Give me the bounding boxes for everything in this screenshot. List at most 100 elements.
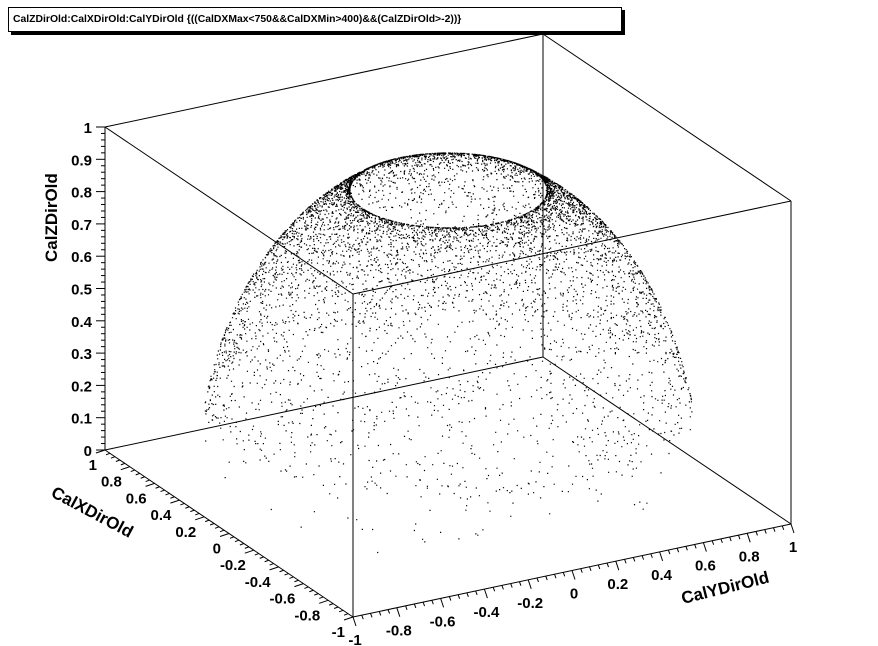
y-tick [440,598,445,608]
z-tick-label: 0.9 [71,152,92,169]
y-minor-tick [764,529,767,534]
x-tick-label: 0.6 [126,490,147,507]
box-edge [104,33,544,128]
box-edge [542,33,792,202]
x-minor-tick [219,529,225,533]
y-minor-tick [422,601,426,607]
z-tick-label: 0.8 [71,185,92,202]
y-minor-tick [694,544,697,549]
x-tick-label: 0.8 [101,474,122,491]
y-minor-tick [580,568,583,573]
z-tick-label: 0.5 [71,282,92,299]
y-tick-label: 0.2 [607,576,628,593]
y-minor-tick [562,572,566,577]
z-tick-label: 0.2 [71,378,92,395]
y-minor-tick [536,577,539,583]
y-minor-tick [510,583,513,588]
y-tick [396,607,401,617]
y-tick-label: 0.6 [695,558,716,575]
y-minor-tick [475,590,478,596]
x-tick-label: -0.6 [270,591,296,608]
y-minor-tick [650,553,653,558]
y-minor-tick [737,534,741,540]
x-minor-tick [264,559,269,563]
x-minor-tick [294,579,299,583]
y-minor-tick [501,585,504,590]
y-tick-label: 0 [570,586,578,603]
y-tick-label: -0.8 [386,623,412,640]
x-minor-tick [289,576,294,579]
z-axis-title: CalZDirOld [42,173,61,262]
x-minor-tick [145,479,150,483]
y-tick [483,588,488,599]
x-tick [195,516,205,521]
y-minor-tick [624,559,627,564]
box-edge [352,200,792,295]
y-axis-title: CalYDirOld [679,568,771,608]
y-minor-tick [492,587,496,592]
x-tick-label: 0.4 [151,507,173,524]
x-minor-tick [328,603,334,606]
z-tick-label: 1 [84,120,92,137]
z-tick-label: 0.4 [71,314,93,331]
y-tick-label: -0.6 [430,613,456,630]
x-minor-tick [234,539,240,543]
y-tick [790,523,795,534]
y-minor-tick [361,614,364,620]
x-tick [219,533,230,537]
y-tick [571,570,576,580]
y-tick [702,542,707,552]
x-minor-tick [120,462,126,466]
chart-title: CalZDirOld:CalXDirOld:CalYDirOld {((CalD… [13,14,462,25]
y-minor-tick [641,555,645,560]
z-tick-label: 0.7 [71,217,92,234]
y-minor-tick [370,613,373,618]
x-tick-label: -0.2 [220,557,246,574]
x-minor-tick [309,589,314,593]
z-tick-label: 0.6 [71,249,92,266]
x-minor-tick [180,502,185,506]
y-minor-tick [720,538,723,544]
x-minor-tick [269,563,274,566]
y-tick [527,579,532,589]
box-edge [104,356,544,451]
y-minor-tick [387,609,391,614]
x-tick [294,583,304,588]
x-minor-tick [195,512,200,516]
tick-labels: 00.10.20.30.40.50.60.70.80.9110.80.60.40… [71,120,797,646]
z-tick-label: 0 [84,443,92,460]
x-minor-tick [140,476,145,479]
y-tick-label: -0.4 [473,604,500,621]
y-tick [659,551,664,562]
x-minor-tick [110,456,116,459]
y-minor-tick [685,546,688,551]
y-minor-tick [606,562,610,568]
x-minor-tick [333,606,339,609]
z-tick-label: 0.1 [71,411,92,428]
x-minor-tick [304,586,309,589]
y-minor-tick [518,581,522,586]
box-edge [104,126,354,295]
y-minor-tick [405,605,408,611]
x-tick [319,599,329,604]
x-tick-label: -0.8 [294,607,320,624]
x-minor-tick [279,569,284,573]
x-tick [120,466,130,471]
y-tick [352,616,357,627]
x-tick-label: -1 [332,624,345,641]
x-minor-tick [155,486,160,489]
box-edge [542,356,792,525]
x-minor-tick [185,506,190,509]
z-tick-label: 0.3 [71,346,92,363]
x-tick [95,449,106,454]
x-tick [244,549,254,554]
x-minor-tick [170,496,175,499]
y-minor-tick [448,596,452,601]
x-minor-tick [135,472,140,476]
x-minor-tick [259,556,264,559]
y-minor-tick [729,536,732,542]
x-tick-label: 1 [89,457,97,474]
x-minor-tick [284,573,289,576]
box-front-edges [104,126,792,618]
